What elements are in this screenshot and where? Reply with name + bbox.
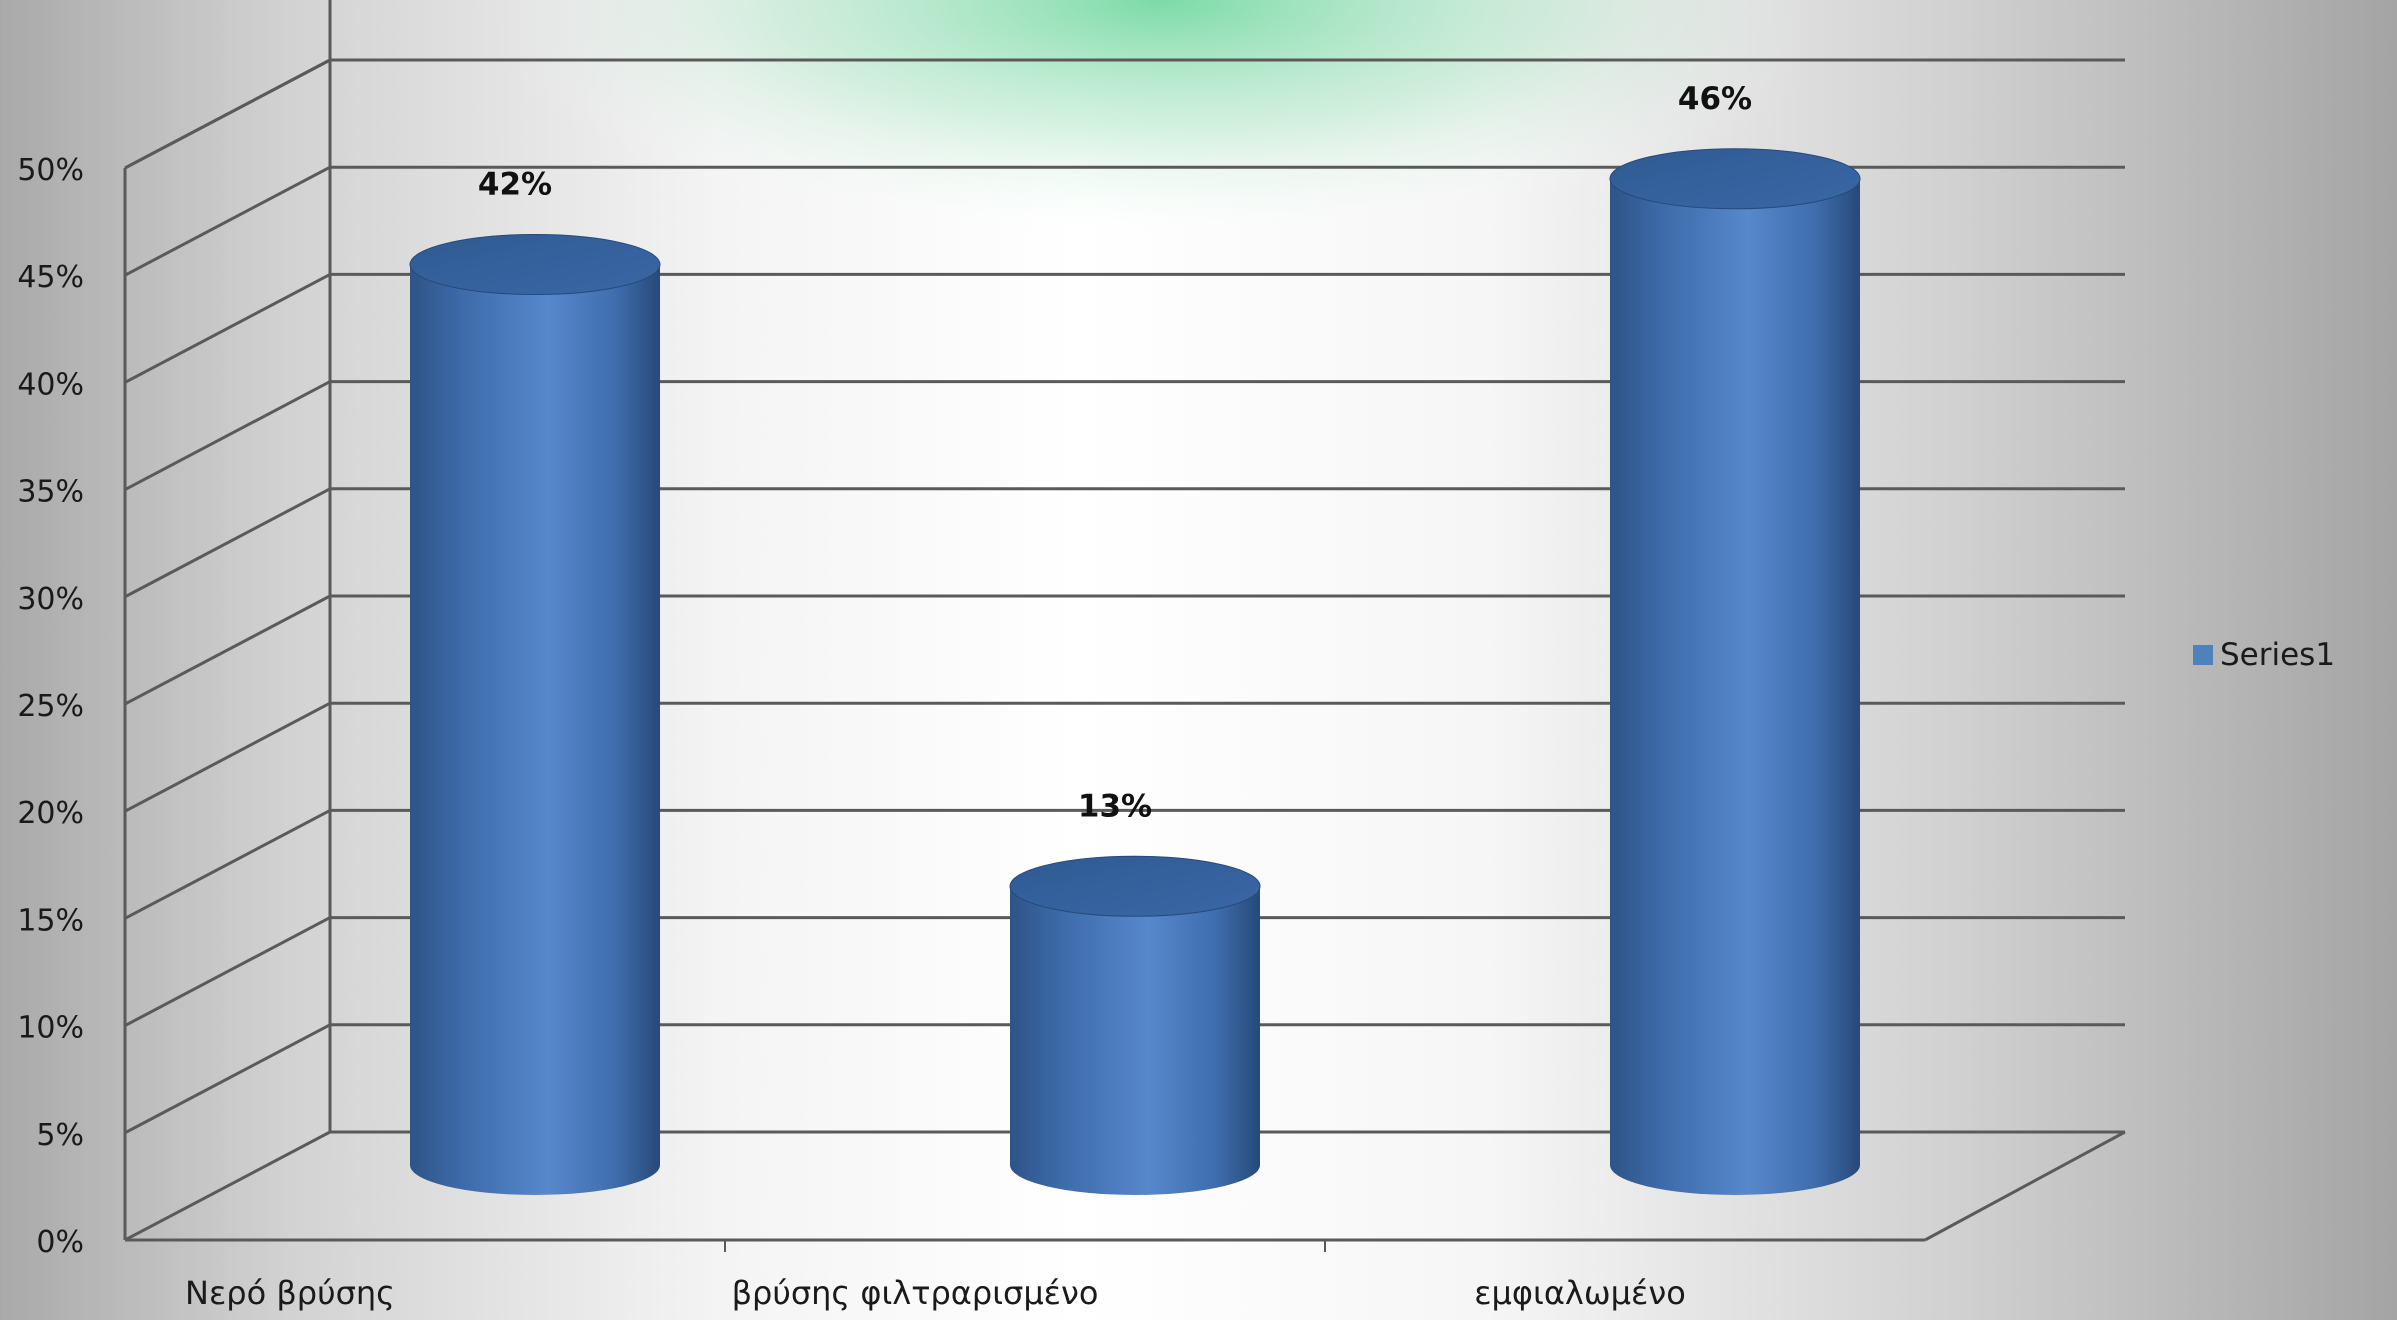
bars: 42% 13% 46% xyxy=(409,81,1861,1195)
bar-top xyxy=(1009,855,1261,917)
legend: Series1 xyxy=(2193,637,2335,673)
y-tick-label: 5% xyxy=(36,1118,84,1153)
bar xyxy=(1009,855,1261,1195)
y-tick-label: 0% xyxy=(36,1225,84,1260)
gridline-side xyxy=(124,165,331,277)
y-tick-label: 50% xyxy=(17,153,84,188)
legend-swatch xyxy=(2193,645,2213,665)
y-tick-label: 25% xyxy=(17,689,84,724)
y-axis-ticks: 0% 5% 10% 15% 20% 25% 30% 35% 40% 45% 50% xyxy=(17,153,84,1260)
x-tick-label: Νερό βρύσης xyxy=(185,1274,395,1312)
y-tick-label: 45% xyxy=(17,260,84,295)
bar-body xyxy=(1010,886,1260,1195)
gridline-side xyxy=(124,594,331,706)
legend-label: Series1 xyxy=(2220,637,2335,673)
bar-body xyxy=(410,264,660,1195)
gridline-side xyxy=(124,273,331,384)
gridline-side xyxy=(124,58,331,170)
floor-side-edge xyxy=(1924,1130,2126,1242)
gridline-side xyxy=(124,380,331,491)
y-tick-label: 40% xyxy=(17,367,84,402)
gridline-side xyxy=(124,701,331,813)
y-tick-label: 20% xyxy=(17,796,84,831)
gridline-side xyxy=(124,487,331,599)
x-tick-label: εμφιαλωμένο xyxy=(1474,1274,1686,1312)
bar xyxy=(1609,148,1861,1195)
data-label: 13% xyxy=(1078,788,1152,824)
gridline-side xyxy=(124,809,331,920)
bar-top xyxy=(409,234,661,296)
data-label: 42% xyxy=(478,167,552,203)
bar xyxy=(409,234,661,1195)
gridline-side xyxy=(124,1023,331,1135)
highlight-glow xyxy=(520,0,1800,440)
bar-top xyxy=(1609,148,1861,210)
gridline-side xyxy=(124,916,331,1027)
y-tick-label: 30% xyxy=(17,582,84,617)
y-tick-label: 10% xyxy=(17,1011,84,1046)
x-axis-ticks: Νερό βρύσης βρύσης φιλτραρισμένο εμφιαλωμέ… xyxy=(185,1274,1686,1312)
x-tick-label: βρύσης φιλτραρισμένο xyxy=(732,1274,1099,1312)
y-tick-label: 15% xyxy=(17,903,84,938)
y-tick-label: 35% xyxy=(17,475,84,510)
data-label: 46% xyxy=(1678,81,1752,117)
bar-body xyxy=(1610,178,1860,1195)
gridline-side xyxy=(124,1130,331,1242)
